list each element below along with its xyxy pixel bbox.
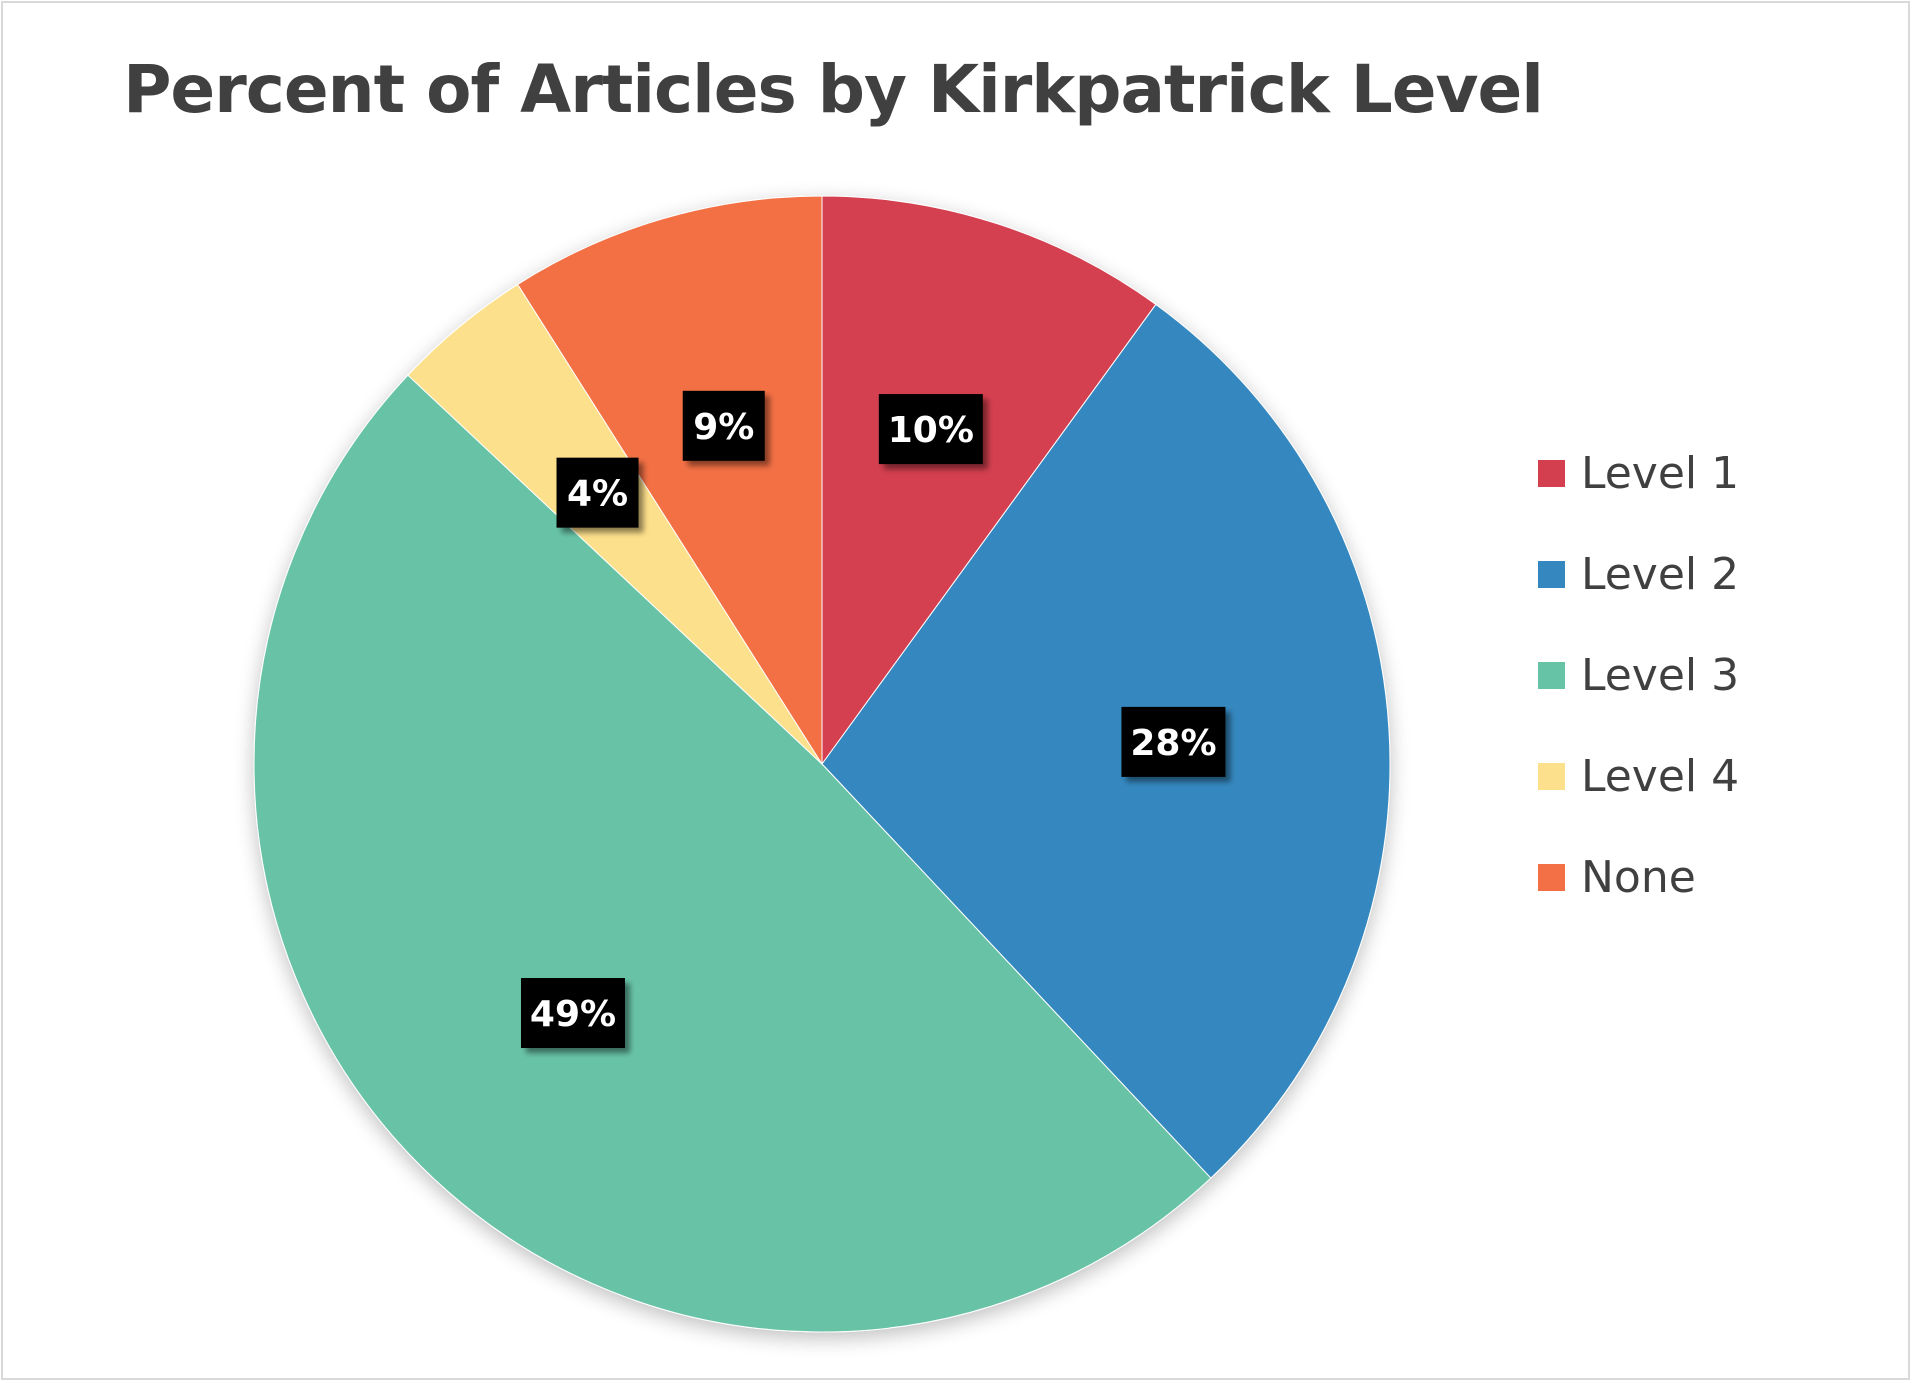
- data-label-level-1: 10%: [878, 394, 983, 465]
- chart-title: Percent of Articles by Kirkpatrick Level: [123, 51, 1544, 128]
- legend-swatch: [1538, 763, 1565, 790]
- data-label-level-2: 28%: [1121, 706, 1226, 777]
- legend-item-level-1: Level 1: [1538, 423, 1739, 524]
- legend-label: Level 4: [1581, 751, 1740, 802]
- legend-swatch: [1538, 460, 1565, 487]
- legend-item-level-4: Level 4: [1538, 726, 1739, 827]
- pie-slice-level-3: [253, 374, 1212, 1333]
- legend-item-none: None: [1538, 827, 1739, 928]
- svg-text:9%: 9%: [693, 407, 754, 448]
- data-label-none: 9%: [682, 390, 765, 461]
- legend-swatch: [1538, 561, 1565, 588]
- pie-chart: 10% 28% 49% 4% 9%: [253, 195, 1391, 1333]
- legend-label: Level 2: [1581, 549, 1740, 600]
- legend-label: Level 1: [1581, 448, 1740, 499]
- svg-text:4%: 4%: [567, 474, 628, 515]
- pie-slice-level-1: [821, 195, 1157, 766]
- legend-label: Level 3: [1581, 650, 1740, 701]
- legend-item-level-2: Level 2: [1538, 524, 1739, 625]
- svg-text:10%: 10%: [888, 410, 974, 451]
- legend-swatch: [1538, 662, 1565, 689]
- svg-text:28%: 28%: [1130, 723, 1216, 764]
- legend: Level 1 Level 2 Level 3 Level 4 None: [1538, 423, 1739, 928]
- legend-item-level-3: Level 3: [1538, 625, 1739, 726]
- legend-swatch: [1538, 864, 1565, 891]
- pie-slice-none: [516, 195, 823, 766]
- data-label-level-3: 49%: [520, 978, 625, 1049]
- legend-label: None: [1581, 852, 1696, 903]
- pie-slice-level-2: [821, 303, 1391, 1179]
- svg-text:49%: 49%: [530, 994, 616, 1035]
- data-label-level-4: 4%: [556, 457, 639, 528]
